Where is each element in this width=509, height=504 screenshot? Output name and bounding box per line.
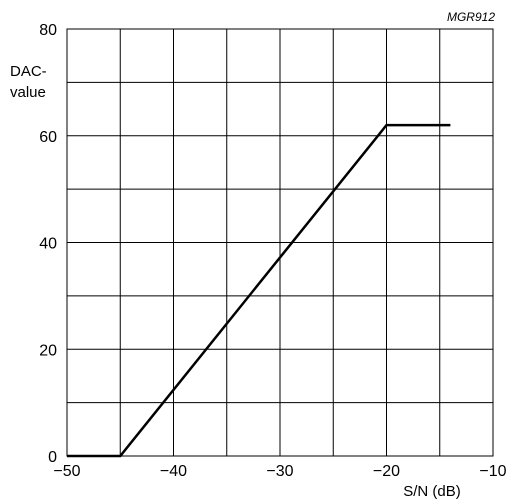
x-axis-label: S/N (dB) bbox=[403, 483, 461, 500]
figure-reference: MGR912 bbox=[447, 10, 495, 24]
x-tick-label-3: −20 bbox=[373, 463, 400, 480]
y-axis-label-line1: DAC- bbox=[10, 63, 47, 80]
y-tick-label-3: 60 bbox=[39, 129, 57, 146]
plot-frame bbox=[66, 28, 494, 457]
grid bbox=[66, 28, 494, 457]
series-line-0 bbox=[67, 123, 451, 458]
series-layer bbox=[67, 123, 451, 458]
y-axis-label-line2: value bbox=[10, 84, 46, 101]
y-tick-label-4: 80 bbox=[39, 22, 57, 39]
y-tick-label-2: 40 bbox=[39, 236, 57, 253]
y-tick-label-1: 20 bbox=[39, 342, 57, 359]
y-tick-label-0: 0 bbox=[48, 449, 57, 466]
x-tick-label-1: −40 bbox=[160, 463, 187, 480]
tick-labels: −50 −40 −30 −20 −10 0 20 40 60 80 bbox=[39, 22, 506, 480]
x-tick-label-4: −10 bbox=[479, 463, 506, 480]
x-tick-label-2: −30 bbox=[266, 463, 293, 480]
x-tick-label-0: −50 bbox=[53, 463, 80, 480]
